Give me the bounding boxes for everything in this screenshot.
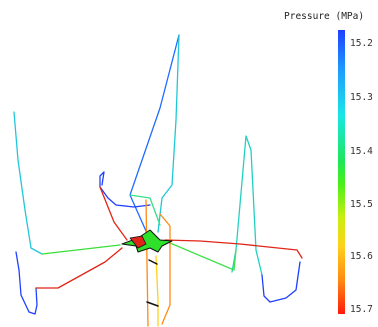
- legend-tick-15-3: 15.3: [350, 92, 373, 103]
- pipe-riser-yellow: [155, 255, 159, 327]
- pipe-tie-2: [146, 301, 159, 307]
- pipe-right-green: [169, 242, 237, 271]
- legend-tick-15-5: 15.5: [350, 199, 373, 210]
- legend-tick-15-4: 15.4: [350, 146, 373, 157]
- pipe-right-red: [164, 239, 303, 259]
- junction-star-red-wedge: [129, 235, 147, 249]
- legend-tick-15-2: 15.2: [350, 38, 373, 49]
- pipe-left-feed: [35, 247, 123, 289]
- legend-tick-15-7: 15.7: [350, 304, 373, 315]
- pipe-left-upper: [13, 111, 43, 255]
- junction-star[interactable]: [121, 229, 173, 253]
- pressure-colorbar: [338, 30, 345, 314]
- pipe-center-spike-lower: [157, 34, 180, 233]
- pipe-right-loop: [261, 261, 301, 303]
- pipe-center-spike: [129, 34, 180, 241]
- pipe-left-lower: [41, 244, 121, 255]
- pipe-riser-orange: [145, 199, 171, 327]
- pipe-tie-1: [148, 259, 158, 265]
- pipe-right-spike: [231, 135, 263, 276]
- pipe-center-curl: [99, 171, 151, 208]
- legend-tick-15-6: 15.6: [350, 251, 373, 262]
- legend-title: Pressure (MPa): [284, 11, 365, 22]
- pipe-center-join: [129, 194, 161, 226]
- pipe-center-curl-red: [99, 186, 128, 241]
- pipe-left-loop: [15, 251, 38, 315]
